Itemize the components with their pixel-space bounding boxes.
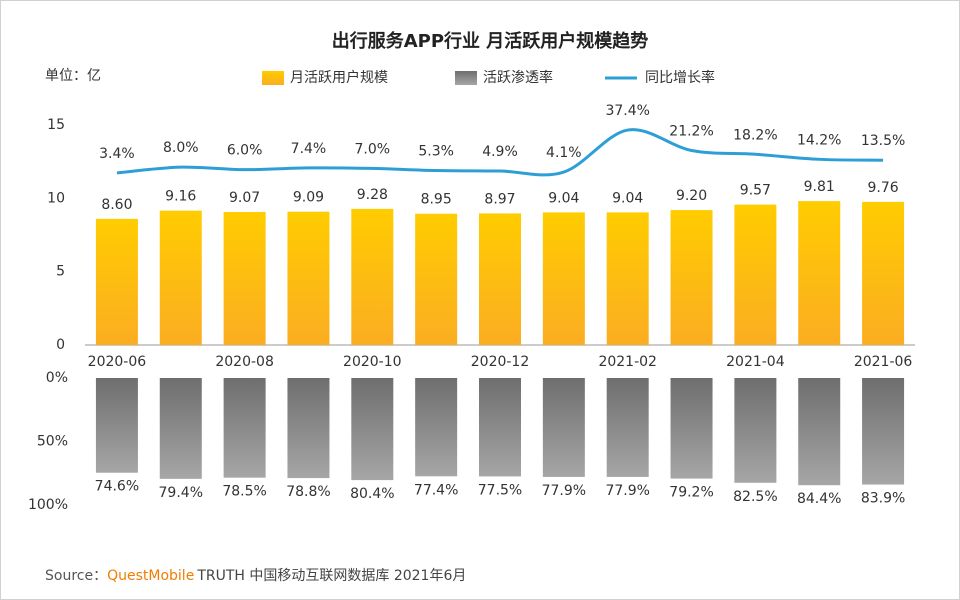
data-label: 78.5% <box>222 484 266 500</box>
y-tick-label: 50% <box>37 434 68 450</box>
data-label: 3.4% <box>99 146 135 162</box>
x-tick-label: 2021-06 <box>854 354 913 370</box>
data-label: 9.04 <box>548 190 579 206</box>
bar <box>159 210 202 345</box>
data-label: 9.81 <box>804 179 835 195</box>
bar <box>287 378 330 479</box>
data-label: 9.07 <box>229 190 260 206</box>
y-tick-label: 10 <box>47 190 65 206</box>
data-label: 5.3% <box>418 144 454 160</box>
data-label: 84.4% <box>797 491 841 507</box>
legend-label: 活跃渗透率 <box>483 69 553 86</box>
y-axis-label: 单位：亿 <box>45 68 101 84</box>
bar <box>798 201 841 345</box>
data-label: 9.20 <box>676 188 707 204</box>
data-label: 9.04 <box>612 190 643 206</box>
data-label: 18.2% <box>733 127 777 143</box>
chart-title: 出行服务APP行业 月活跃用户规模趋势 <box>332 30 649 52</box>
data-label: 79.2% <box>669 485 713 501</box>
bar <box>351 378 394 481</box>
source: Source：QuestMobile TRUTH 中国移动互联网数据库 2021年… <box>45 568 466 584</box>
bar <box>95 378 138 473</box>
data-label: 79.4% <box>159 485 203 501</box>
legend-swatch <box>455 71 477 85</box>
bar <box>862 201 905 345</box>
data-label: 8.97 <box>484 191 515 207</box>
legend-label: 月活跃用户规模 <box>290 69 388 86</box>
data-label: 37.4% <box>605 103 649 119</box>
data-label: 74.6% <box>95 479 139 495</box>
bar <box>415 213 458 345</box>
line <box>116 128 884 177</box>
data-label: 8.0% <box>163 140 199 156</box>
data-label: 13.5% <box>861 133 905 149</box>
y-tick-label: 0% <box>46 370 68 386</box>
legend-label: 同比增长率 <box>645 69 715 86</box>
bar <box>415 378 458 477</box>
data-label: 8.95 <box>421 192 452 208</box>
x-tick-label: 2020-08 <box>215 354 274 370</box>
data-label: 9.57 <box>740 183 771 199</box>
x-tick-label: 2021-02 <box>598 354 657 370</box>
data-label: 21.2% <box>669 123 713 139</box>
y-tick-label: 0 <box>56 337 65 353</box>
bar <box>479 213 521 345</box>
data-label: 9.28 <box>357 187 388 203</box>
bar <box>542 212 585 345</box>
x-tick-label: 2020-10 <box>343 354 402 370</box>
bar <box>223 378 266 478</box>
data-label: 4.1% <box>546 145 582 161</box>
y-tick-label: 100% <box>28 497 68 513</box>
bar <box>223 211 266 345</box>
bar <box>95 218 138 345</box>
data-label: 83.9% <box>861 491 905 507</box>
x-tick-label: 2020-06 <box>88 354 147 370</box>
legend-swatch <box>262 71 284 85</box>
data-label: 6.0% <box>227 143 263 159</box>
data-label: 4.9% <box>482 144 518 160</box>
x-tick-label: 2021-04 <box>726 354 785 370</box>
source-label: Source： <box>45 568 107 584</box>
data-label: 77.9% <box>605 483 649 499</box>
y-tick-label: 5 <box>56 264 65 280</box>
data-label: 8.60 <box>101 197 132 213</box>
bar <box>159 378 202 479</box>
bar <box>606 378 649 477</box>
bar <box>542 378 585 477</box>
data-label: 14.2% <box>797 132 841 148</box>
bar <box>287 211 330 345</box>
bar <box>798 378 841 486</box>
bar <box>670 210 713 345</box>
data-label: 78.8% <box>286 484 330 500</box>
data-label: 77.5% <box>478 482 522 498</box>
bar <box>734 204 777 345</box>
bar <box>862 378 905 485</box>
data-label: 80.4% <box>350 486 394 502</box>
bar <box>479 378 521 477</box>
bar <box>606 212 649 345</box>
data-label: 82.5% <box>733 489 777 505</box>
data-label: 77.9% <box>542 483 586 499</box>
data-label: 77.4% <box>414 482 458 498</box>
source-text: TRUTH 中国移动互联网数据库 2021年6月 <box>196 568 466 584</box>
data-label: 9.76 <box>867 180 898 196</box>
x-tick-label: 2020-12 <box>471 354 530 370</box>
data-label: 9.09 <box>293 190 324 206</box>
bar <box>351 208 394 345</box>
data-label: 7.4% <box>291 141 327 157</box>
source-brand: QuestMobile <box>107 568 194 584</box>
bar <box>734 378 777 483</box>
bar <box>670 378 713 479</box>
y-tick-label: 15 <box>47 117 65 133</box>
data-label: 9.16 <box>165 189 196 205</box>
data-label: 7.0% <box>355 141 391 157</box>
